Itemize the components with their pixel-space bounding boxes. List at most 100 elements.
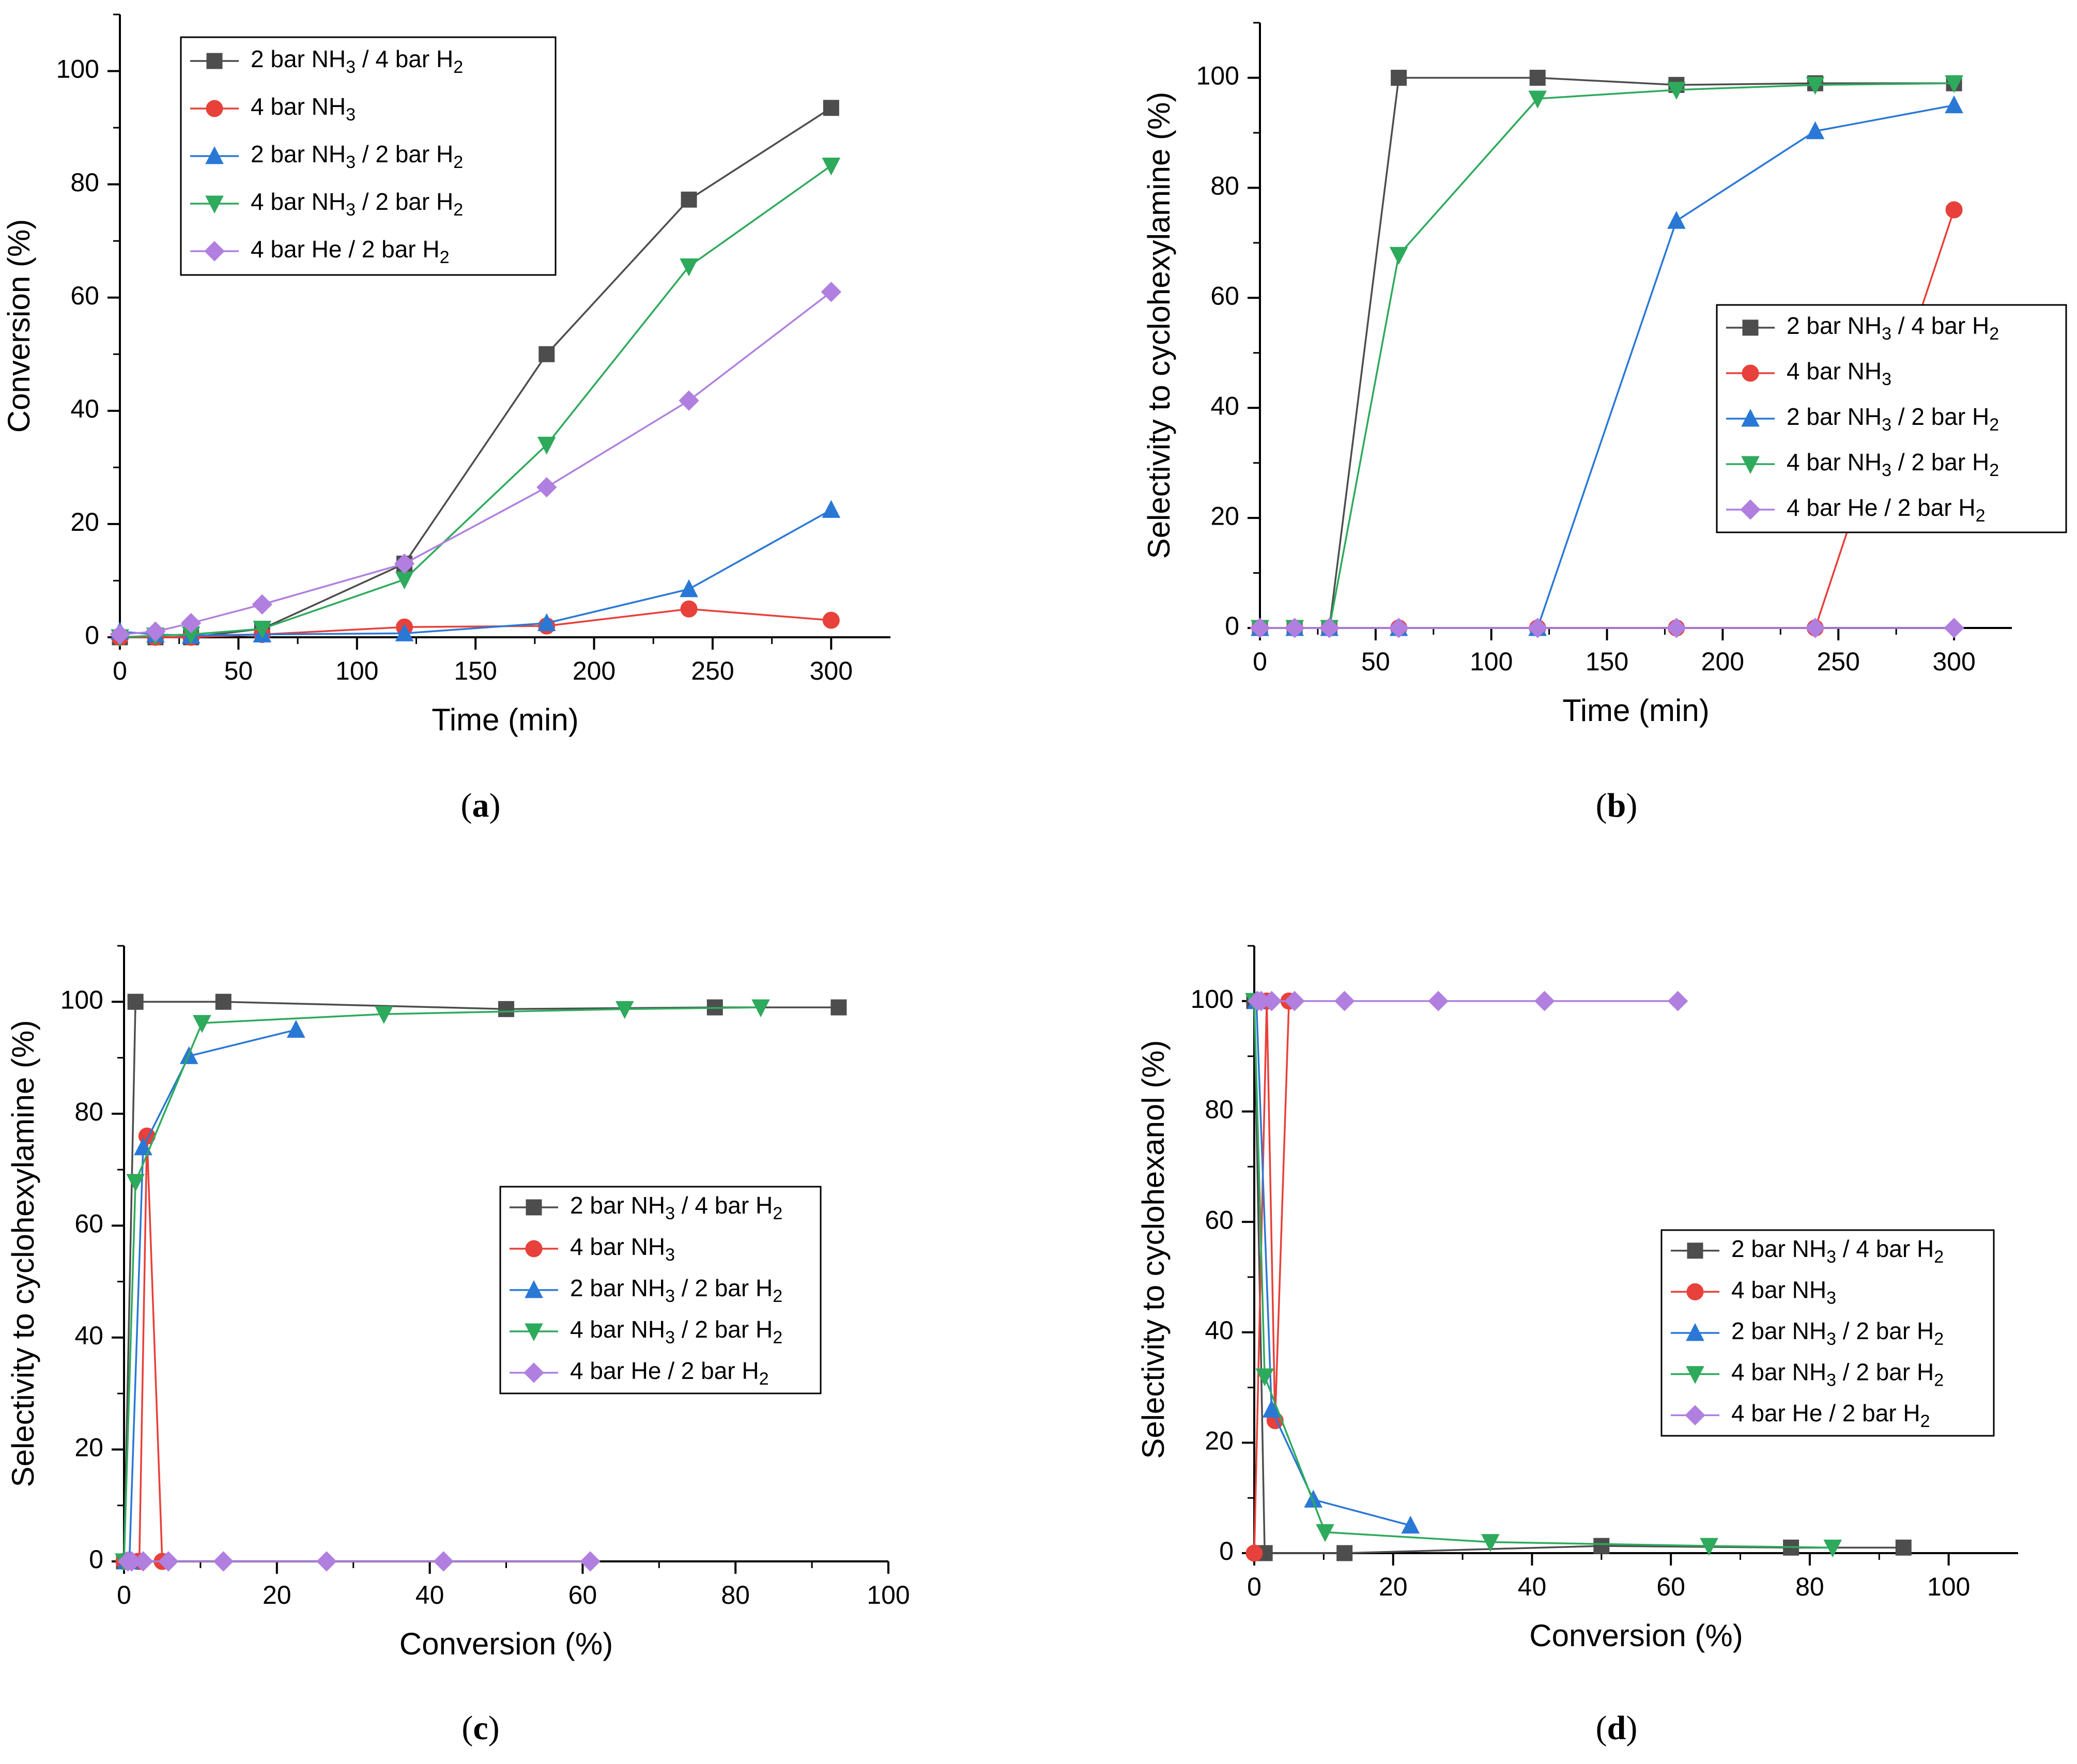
data-point	[1529, 69, 1546, 86]
y-tick-label: 100	[1191, 985, 1234, 1014]
legend-entry: 4 bar He / 2 bar H2	[251, 236, 450, 267]
data-point	[1700, 1538, 1718, 1556]
x-tick-label: 80	[1795, 1572, 1824, 1601]
data-point	[821, 282, 842, 302]
legend-marker	[1685, 1405, 1705, 1425]
data-point	[433, 1551, 454, 1572]
data-point	[133, 1551, 153, 1572]
legend-entry: 2 bar NH3 / 2 bar H2	[251, 141, 463, 172]
data-point	[1945, 75, 1963, 94]
x-tick-label: 100	[335, 656, 378, 685]
x-tick-label: 40	[416, 1581, 444, 1609]
legend-entry: 2 bar NH3 / 4 bar H2	[1787, 312, 1999, 344]
data-point	[375, 1006, 393, 1024]
data-point	[1262, 1400, 1281, 1418]
y-tick-label: 100	[1196, 62, 1239, 90]
x-tick-label: 50	[1361, 647, 1390, 676]
data-point	[145, 621, 166, 642]
y-tick-label: 60	[1210, 281, 1239, 310]
legend-text: 4 bar NH	[251, 93, 346, 120]
y-tick-label: 100	[60, 985, 103, 1014]
data-point	[680, 258, 698, 277]
legend-subscript: 3	[665, 1245, 675, 1265]
data-point	[680, 579, 698, 597]
data-point	[1806, 76, 1825, 95]
y-tick-label: 0	[1225, 611, 1239, 640]
legend-subscript: 3	[1882, 415, 1891, 435]
data-point	[1667, 211, 1686, 229]
data-point	[1806, 121, 1825, 140]
x-tick-label: 100	[867, 1581, 910, 1609]
legend-text: 2 bar NH	[1787, 403, 1882, 430]
legend-text: 4 bar He / 2 bar H	[570, 1357, 759, 1384]
x-tick-label: 40	[1518, 1572, 1547, 1601]
x-tick-label: 150	[454, 656, 497, 685]
data-point	[539, 346, 555, 362]
x-tick-label: 0	[1247, 1572, 1261, 1601]
data-point	[822, 157, 841, 176]
legend-subscript: 2	[1989, 324, 1999, 344]
caption-part: c	[473, 1709, 488, 1747]
y-axis-label: Selectivity to cyclohexylamine (%)	[6, 1020, 40, 1487]
legend-text: 4 bar He / 2 bar H	[1787, 494, 1976, 521]
data-point	[1304, 1490, 1323, 1508]
series-3	[1247, 991, 1420, 1534]
x-tick-label: 250	[1817, 647, 1860, 676]
data-point	[1428, 991, 1449, 1011]
series-5	[117, 1551, 601, 1572]
y-tick-label: 80	[1210, 172, 1239, 201]
legend-subscript: 2	[1920, 1412, 1930, 1431]
legend-entry: 4 bar He / 2 bar H2	[570, 1357, 769, 1389]
data-point	[1336, 1545, 1353, 1561]
data-point	[680, 600, 698, 618]
data-point	[1250, 618, 1270, 638]
legend-subscript: 2	[773, 1204, 782, 1223]
y-tick-label: 0	[89, 1545, 103, 1574]
legend-text: 2 bar NH	[251, 45, 346, 72]
x-tick-label: 0	[117, 1581, 131, 1609]
y-tick-label: 0	[1219, 1537, 1234, 1566]
data-point	[1895, 1539, 1912, 1556]
legend-text: / 4 bar H	[356, 45, 453, 72]
series-line	[1253, 1001, 1290, 1554]
caption-part: )	[489, 787, 501, 824]
x-axis-label: Conversion (%)	[399, 1627, 613, 1661]
y-tick-label: 20	[1205, 1426, 1234, 1455]
y-tick-label: 60	[70, 281, 99, 310]
legend-marker	[524, 1362, 544, 1383]
x-tick-label: 20	[1379, 1572, 1408, 1601]
legend-subscript: 2	[1989, 415, 1999, 435]
legend-subscript: 2	[453, 152, 463, 172]
series-3	[111, 500, 841, 644]
legend-subscript: 3	[665, 1286, 675, 1306]
legend-marker	[1686, 1366, 1704, 1384]
legend-marker	[206, 100, 223, 117]
legend-marker	[1740, 499, 1761, 520]
data-point	[1945, 95, 1963, 114]
data-point	[253, 621, 272, 639]
data-point	[1534, 991, 1555, 1011]
series-5	[1248, 991, 1688, 1011]
legend-entry: 4 bar He / 2 bar H2	[1787, 494, 1986, 526]
panel-a: 0 50 100 150 200 250 300 0 20 40 60 80 100 Time (min)…	[2, 13, 890, 824]
data-point	[110, 624, 130, 645]
caption-part: (	[461, 1709, 473, 1747]
legend-text: 4 bar NH	[570, 1233, 665, 1260]
legend-box	[180, 36, 557, 276]
data-point	[134, 1137, 152, 1156]
legend-text: 2 bar NH	[1731, 1317, 1826, 1344]
x-axis-label: Time (min)	[1562, 693, 1709, 728]
x-tick-label: 0	[113, 656, 127, 685]
panel-caption: (c)	[461, 1709, 499, 1747]
data-point	[537, 613, 556, 632]
data-point	[679, 390, 699, 411]
data-point	[394, 553, 415, 574]
legend-marker	[525, 1240, 543, 1257]
data-point	[213, 1551, 234, 1572]
legend-marker	[1741, 408, 1760, 427]
y-tick-label: 40	[1205, 1316, 1234, 1345]
legend-text: / 4 bar H	[1891, 312, 1989, 339]
